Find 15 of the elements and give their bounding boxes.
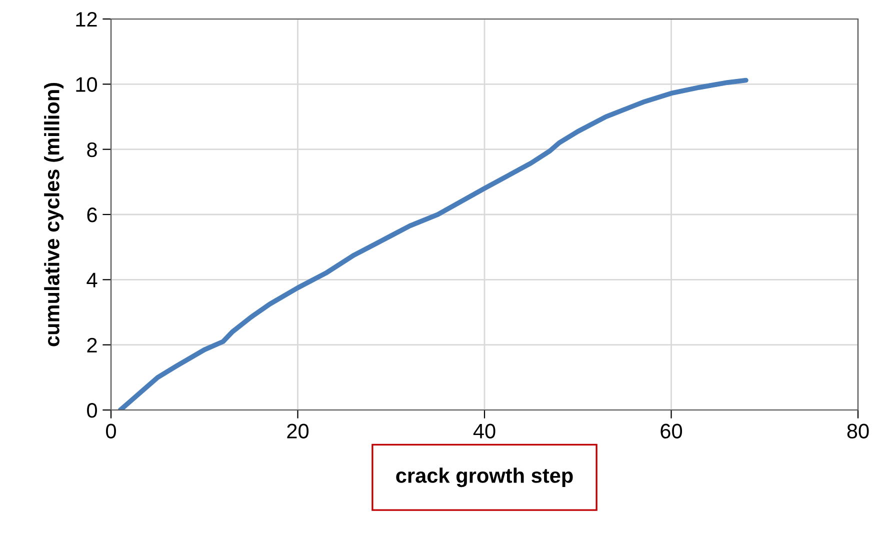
x-tick-label: 0 (106, 424, 116, 438)
y-tick-label: 8 (87, 142, 97, 158)
y-tick-label: 12 (76, 12, 97, 27)
line-series (118, 78, 748, 410)
y-tick-label: 10 (76, 77, 97, 92)
x-tick-label: 80 (847, 424, 869, 438)
y-tick-label: 2 (87, 338, 97, 352)
y-tick-label: 4 (86, 272, 98, 288)
x-axis-title: crack growth step (396, 468, 573, 488)
y-tick-label: 6 (87, 208, 97, 222)
x-tick-label: 60 (660, 424, 682, 438)
y-axis-title: cumulative cycles (million) (44, 82, 64, 346)
y-tick-label: 0 (87, 403, 97, 418)
x-tick-label: 40 (473, 424, 496, 438)
x-tick-label: 20 (287, 424, 309, 438)
